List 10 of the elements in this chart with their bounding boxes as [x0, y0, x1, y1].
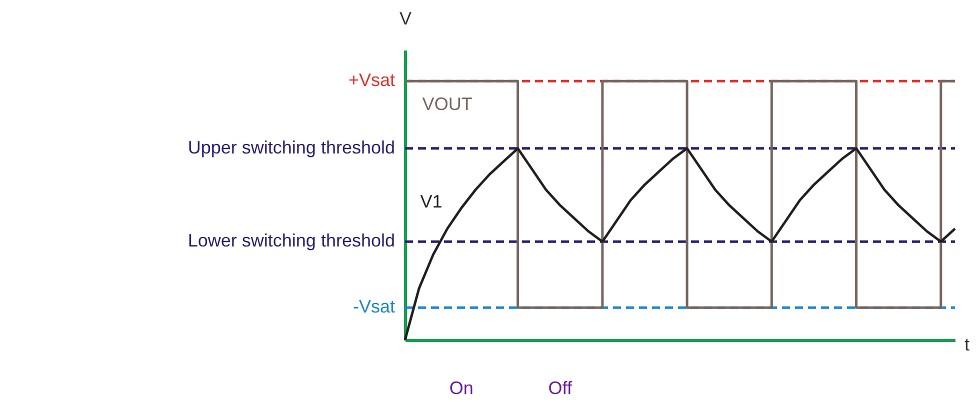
- text: Off: [548, 378, 573, 398]
- x-axis-title: t: [964, 334, 970, 354]
- ref-line-label: Upper switching threshold: [188, 137, 395, 158]
- series-label: V1: [420, 192, 442, 212]
- ref-line-label: -Vsat: [352, 296, 395, 317]
- ref-line-label: Lower switching threshold: [188, 230, 395, 251]
- series-label: VOUT: [422, 94, 472, 114]
- text: On: [449, 378, 474, 398]
- ref-line-label: +Vsat: [348, 70, 395, 90]
- y-axis-title: V: [399, 8, 412, 28]
